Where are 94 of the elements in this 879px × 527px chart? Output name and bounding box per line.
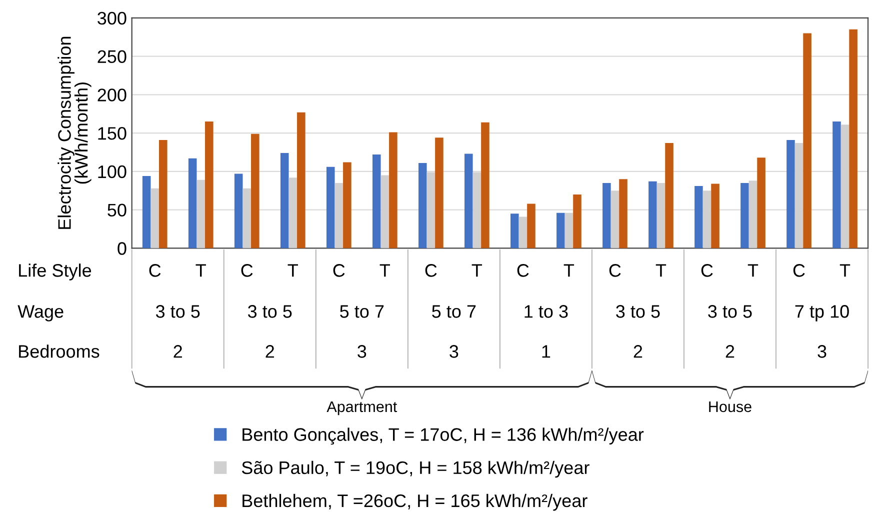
x-tick-label: C (241, 264, 253, 277)
bar (510, 214, 519, 248)
bar (702, 190, 712, 248)
text: 2 (174, 345, 182, 358)
y-tick-label: 50 (108, 204, 126, 217)
bar (832, 122, 841, 248)
x-tick-label: T (196, 264, 206, 277)
bar (619, 179, 628, 248)
x-tick-label: C (701, 264, 713, 277)
x-tick-label: C (517, 264, 529, 277)
text: Apartment (326, 401, 398, 416)
bar (234, 174, 243, 248)
x-tick-label: T (840, 264, 850, 277)
bar (205, 122, 214, 248)
text: 3 (358, 345, 366, 358)
bar (464, 154, 473, 248)
text: 3 to 5 (708, 305, 752, 318)
x-tick-label: T (564, 264, 574, 277)
bar (343, 162, 352, 248)
text: 3 (818, 345, 826, 358)
legend-label: Bethlehem, T =26oC, H = 165 kWh/m²/year (242, 494, 588, 511)
x-tick-label: T (288, 264, 298, 277)
bar (326, 166, 335, 248)
y-tick-label: 150 (98, 127, 126, 140)
bar (280, 153, 289, 248)
y-tick-label: 0 (118, 242, 126, 255)
bar (648, 181, 657, 248)
bar (242, 188, 252, 248)
bar (481, 122, 490, 248)
x-tick-label: T (380, 264, 390, 277)
text: Wage (18, 305, 64, 322)
bar (786, 140, 795, 248)
bar (656, 182, 666, 248)
bar (564, 212, 574, 248)
bar (389, 132, 398, 248)
text: 1 to 3 (524, 305, 568, 318)
text: 2 (726, 345, 734, 358)
bar (188, 158, 197, 248)
y-tick-label: 300 (98, 12, 126, 25)
text: 1 (542, 345, 550, 358)
text: Bedrooms (19, 344, 100, 358)
bar (610, 190, 620, 248)
text: 5 to 7 (432, 305, 476, 318)
bar (694, 186, 703, 248)
x-tick-label: C (793, 264, 805, 277)
bar (418, 163, 427, 248)
bar (158, 140, 168, 248)
bar (380, 175, 390, 248)
bar (573, 194, 582, 248)
text: 7 tp 10 (795, 305, 849, 322)
bar (527, 204, 536, 248)
bar (372, 154, 381, 248)
bar (518, 216, 528, 248)
x-tick-label: C (333, 264, 345, 277)
y-tick-label: 200 (98, 88, 126, 102)
text: 3 (450, 345, 458, 358)
bar (150, 188, 159, 248)
bar (840, 124, 850, 248)
bar (196, 180, 206, 248)
bar (556, 212, 565, 248)
x-tick-label: C (425, 264, 437, 277)
bar (665, 143, 674, 248)
legend-label: São Paulo, T = 19oC, H = 158 kWh/m²/year (242, 460, 590, 478)
bar (334, 182, 344, 248)
text: 3 to 5 (156, 305, 200, 318)
x-tick-label: C (149, 264, 161, 277)
bar (849, 29, 858, 248)
bar (288, 178, 298, 248)
bar (142, 176, 151, 248)
bar (297, 112, 306, 248)
x-tick-label: T (472, 264, 482, 277)
legend-label: Bento Gonçalves, T = 17oC, H = 136 kWh/m²/year (242, 428, 644, 445)
x-tick-label: C (609, 264, 621, 277)
x-tick-label: T (748, 264, 758, 277)
bar (803, 33, 812, 248)
text: Life Style (19, 264, 92, 280)
bar (757, 158, 766, 248)
bar (602, 182, 611, 248)
text: House (709, 401, 752, 412)
text: 3 to 5 (616, 305, 660, 318)
bar (711, 184, 720, 248)
bar (435, 138, 444, 248)
bar (794, 143, 804, 248)
y-tick-label: 250 (98, 50, 126, 64)
text: 5 to 7 (340, 305, 384, 318)
y-tick-label: 100 (98, 165, 126, 178)
bar (748, 180, 758, 248)
text: 2 (634, 345, 642, 358)
bar (740, 182, 749, 248)
bar (251, 134, 260, 248)
text: 3 to 5 (248, 305, 292, 318)
text: 2 (266, 345, 274, 358)
x-tick-label: T (656, 264, 666, 277)
y-axis-title: Electrocity Consumption (kWh/month) (58, 36, 92, 229)
